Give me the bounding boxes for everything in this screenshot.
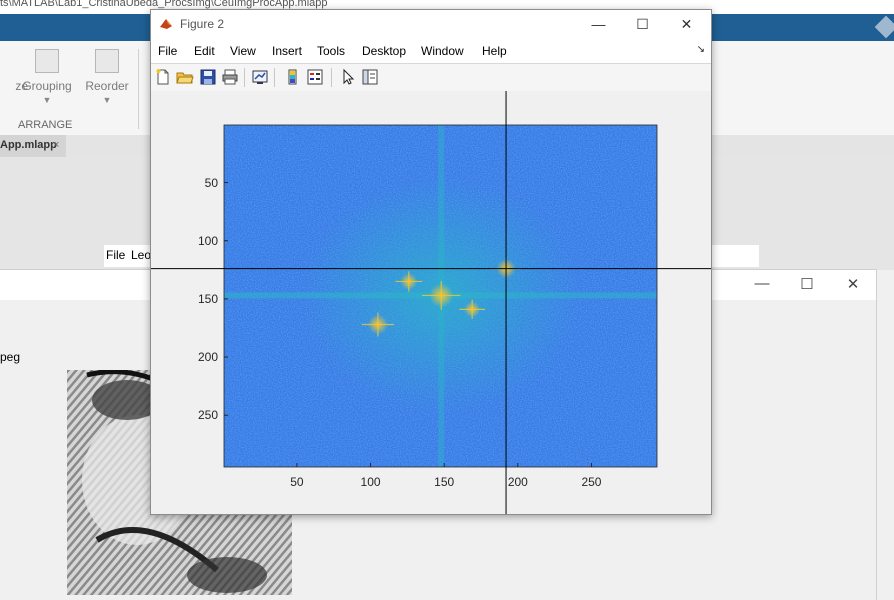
axis-ticks — [224, 182, 592, 467]
spectrum-heatmap — [223, 124, 658, 468]
new-figure-icon[interactable] — [154, 68, 172, 86]
chevron-down-icon: ▼ — [42, 95, 52, 105]
menu-file[interactable]: File — [106, 248, 126, 262]
figure-plot-area: 50 100 150 200 250 50 100 150 200 250 — [151, 91, 711, 514]
toolbar-separator — [331, 68, 332, 87]
y-tick-label: 200 — [197, 350, 218, 365]
crosshair — [151, 91, 711, 514]
menu-desktop[interactable]: Desktop — [362, 44, 407, 58]
close-button[interactable]: ✕ — [846, 276, 860, 293]
figure-menubar: File Edit View Insert Tools Desktop Wind… — [151, 39, 711, 63]
pointer-icon[interactable] — [339, 68, 357, 86]
x-tick-label: 50 — [290, 475, 304, 489]
reorder-label: Reorder — [85, 79, 129, 93]
dock-arrow-icon[interactable]: ↘ — [696, 44, 705, 55]
y-tick-label: 50 — [204, 175, 218, 190]
menu-tools[interactable]: Tools — [317, 44, 346, 58]
menu-window[interactable]: Window — [421, 44, 464, 58]
y-tick-label: 100 — [197, 233, 218, 248]
reorder-icon — [95, 49, 119, 73]
menu-view[interactable]: View — [230, 44, 256, 58]
menu-edit[interactable]: Edit — [194, 44, 215, 58]
property-editor-icon[interactable] — [361, 68, 379, 86]
x-tick-label: 150 — [434, 475, 455, 489]
minimize-button[interactable]: — — [591, 16, 606, 32]
matlab-diamond-icon — [874, 15, 894, 39]
ribbon-group-label: ARRANGE — [18, 119, 73, 131]
figure-2-window: Figure 2 — ☐ ✕ File Edit View Insert Too… — [150, 9, 712, 515]
spectrum-peak — [361, 312, 394, 337]
toolbar-separator — [244, 68, 245, 87]
axes[interactable] — [151, 91, 711, 514]
figure-title-bar: Figure 2 — ☐ ✕ — [151, 10, 711, 39]
close-tab-icon[interactable]: × — [53, 139, 60, 151]
x-tick-label: 100 — [360, 475, 381, 489]
maximize-button[interactable]: ☐ — [800, 276, 814, 293]
menu-insert[interactable]: Insert — [272, 44, 303, 58]
link-plot-icon[interactable] — [251, 68, 269, 86]
grouping-button[interactable]: Grouping ▼ — [17, 49, 77, 105]
y-tick-label: 150 — [197, 291, 218, 306]
print-icon[interactable] — [221, 68, 239, 86]
save-icon[interactable] — [199, 68, 217, 86]
insert-legend-icon[interactable] — [306, 68, 324, 86]
tab-app-mlapp[interactable]: App.mlapp × — [0, 135, 66, 157]
matlab-logo-icon — [160, 19, 172, 29]
maximize-button[interactable]: ☐ — [636, 16, 649, 32]
figure-toolbar — [151, 63, 711, 92]
grouping-label: Grouping — [22, 79, 72, 93]
open-file-icon[interactable] — [176, 68, 194, 86]
figure-title: Figure 2 — [180, 17, 225, 31]
y-tick-label: 250 — [197, 408, 218, 423]
x-tick-label: 250 — [581, 475, 602, 489]
menu-partial[interactable]: Leo — [131, 248, 152, 262]
close-button[interactable]: ✕ — [680, 16, 693, 32]
ribbon-partial-button[interactable]: ze — [15, 79, 28, 93]
spectrum-peak — [459, 299, 485, 319]
minimize-button[interactable]: — — [754, 275, 770, 292]
app-path: ts\MATLAB\Lab1_CristinaUbeda_ProcsImg\Ce… — [0, 0, 328, 9]
axes-frame — [223, 124, 658, 468]
menu-help[interactable]: Help — [482, 44, 507, 58]
insert-colorbar-icon[interactable] — [284, 68, 302, 86]
toolbar-separator — [274, 68, 275, 87]
ribbon-separator — [138, 49, 139, 129]
image-title-fragment: peg — [0, 350, 21, 364]
reorder-button[interactable]: Reorder ▼ — [77, 49, 137, 105]
x-tick-label: 200 — [507, 475, 528, 489]
spectrum-peak — [422, 281, 461, 310]
grouping-icon — [35, 49, 59, 73]
spectrum-peak — [395, 271, 423, 292]
menu-file[interactable]: File — [158, 44, 178, 58]
chevron-down-icon: ▼ — [102, 95, 112, 105]
